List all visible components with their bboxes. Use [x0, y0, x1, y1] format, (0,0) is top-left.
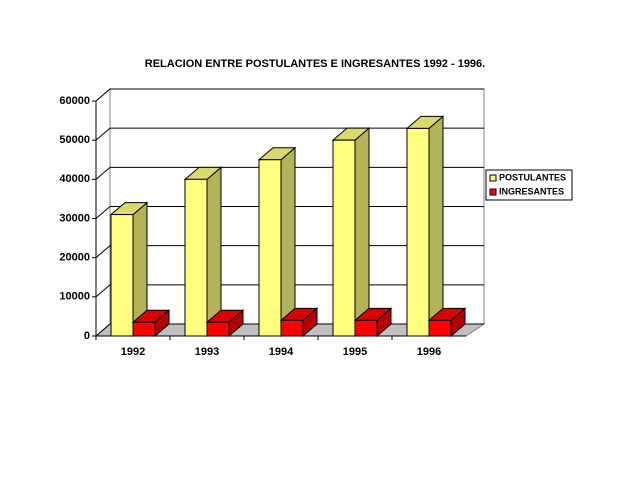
- bar-side: [206, 166, 222, 338]
- legend-label: POSTULANTES: [499, 172, 566, 182]
- grid-line-side: [95, 245, 111, 259]
- bar: [258, 159, 282, 337]
- bar: [428, 319, 452, 337]
- legend-label: INGRESANTES: [499, 186, 564, 196]
- legend-swatch: [489, 174, 497, 182]
- bar: [206, 321, 230, 337]
- bar-side: [354, 127, 370, 338]
- bar: [354, 319, 378, 337]
- chart-title: RELACION ENTRE POSTULANTES E INGRESANTES…: [145, 58, 485, 70]
- y-tick-label: 60000: [59, 95, 90, 107]
- y-tick-label: 40000: [59, 173, 90, 185]
- bar: [406, 127, 430, 337]
- grid-line-side: [95, 127, 111, 141]
- grid-line-side: [95, 284, 111, 298]
- y-tick-label: 10000: [59, 291, 90, 303]
- x-tick-label: 1995: [343, 346, 367, 358]
- y-tick-label: 20000: [59, 252, 90, 264]
- bar-side: [280, 146, 296, 338]
- y-tick-label: 30000: [59, 212, 90, 224]
- bar-side: [428, 115, 444, 338]
- bar: [110, 214, 134, 337]
- y-tick-label: 0: [84, 330, 90, 342]
- y-tick-label: 50000: [59, 134, 90, 146]
- grid-line-side: [95, 166, 111, 180]
- bar: [280, 319, 304, 337]
- x-tick-label: 1996: [417, 346, 441, 358]
- grid-line-side: [95, 88, 111, 102]
- bar: [132, 321, 156, 337]
- x-tick-label: 1994: [269, 346, 294, 358]
- bar: [184, 178, 208, 337]
- legend-swatch: [489, 188, 497, 196]
- x-tick-label: 1992: [121, 346, 145, 358]
- x-tick-label: 1993: [195, 346, 219, 358]
- grid-line-side: [95, 323, 111, 337]
- grid-line-side: [95, 206, 111, 219]
- bar: [332, 139, 356, 337]
- legend-box: [485, 169, 573, 201]
